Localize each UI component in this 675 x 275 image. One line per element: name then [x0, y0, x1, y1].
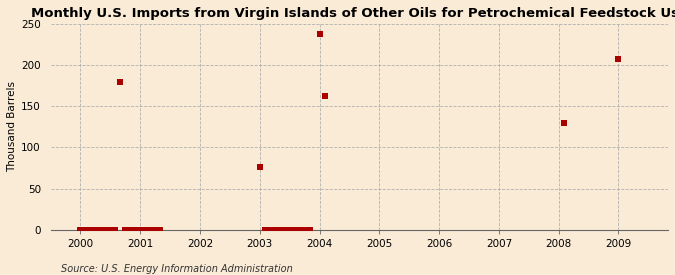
Point: [284, 228, 295, 232]
Point: [294, 228, 305, 232]
Point: [115, 80, 126, 84]
Point: [80, 228, 91, 232]
Y-axis label: Thousand Barrels: Thousand Barrels: [7, 81, 17, 172]
Point: [125, 228, 136, 232]
Point: [110, 228, 121, 232]
Point: [265, 228, 275, 232]
Point: [90, 228, 101, 232]
Point: [95, 228, 106, 232]
Point: [613, 57, 624, 62]
Title: Monthly U.S. Imports from Virgin Islands of Other Oils for Petrochemical Feedsto: Monthly U.S. Imports from Virgin Islands…: [31, 7, 675, 20]
Point: [85, 228, 96, 232]
Point: [314, 32, 325, 36]
Text: Source: U.S. Energy Information Administration: Source: U.S. Energy Information Administ…: [61, 264, 292, 274]
Point: [269, 228, 280, 232]
Point: [299, 228, 310, 232]
Point: [150, 228, 161, 232]
Point: [145, 228, 156, 232]
Point: [155, 228, 165, 232]
Point: [75, 228, 86, 232]
Point: [130, 228, 140, 232]
Point: [254, 165, 265, 169]
Point: [100, 228, 111, 232]
Point: [140, 228, 151, 232]
Point: [259, 228, 270, 232]
Point: [274, 228, 285, 232]
Point: [558, 120, 569, 125]
Point: [290, 228, 300, 232]
Point: [319, 93, 330, 98]
Point: [120, 228, 131, 232]
Point: [105, 228, 115, 232]
Point: [279, 228, 290, 232]
Point: [135, 228, 146, 232]
Point: [304, 228, 315, 232]
